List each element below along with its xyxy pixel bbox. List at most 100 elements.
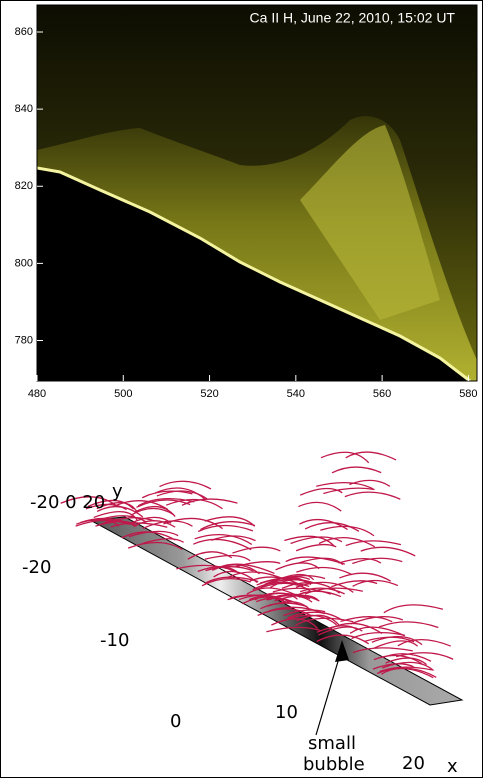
field-line [130,516,172,524]
field-line [373,640,419,649]
field-line [229,594,290,604]
field-line [304,587,363,595]
field-line [154,487,206,500]
field-line [283,609,326,617]
field-line [397,639,451,647]
field-line [320,525,375,537]
arrow-shaft [315,647,343,736]
field-line [271,618,319,629]
field-line [298,501,342,512]
x-tick-label: 540 [287,388,305,400]
field-line [296,614,340,626]
field-line [284,535,335,547]
field-line [181,498,238,506]
field-line [396,652,454,660]
field-line [299,487,343,496]
field-line [299,518,348,531]
field-line [128,530,179,538]
field-line [298,557,344,566]
field-line [204,554,251,562]
caption: Ca II H, June 22, 2010, 15:02 UT [250,10,456,26]
field-line [194,533,253,545]
field-line [379,666,432,673]
y-tick-label: 860 [15,26,33,38]
field-line [293,590,342,598]
arrow-head [335,640,349,662]
field-line [241,596,285,605]
y-axis-ticks: -20 0 20 [30,492,105,513]
field-line [98,515,147,523]
field-line [352,557,403,565]
field-line [352,647,413,654]
model-plot: -20 0 20 y -20 -10 0 10 20 x small bubbl… [22,451,464,777]
field-line [257,608,311,617]
field-line [345,451,397,461]
field-line [113,500,169,511]
photosphere-strip [88,516,464,706]
field-line [382,653,432,662]
field-line [137,497,195,507]
field-line [316,634,370,645]
field-line [371,636,423,646]
field-line [133,520,176,528]
field-line [331,466,382,474]
field-line [205,566,254,572]
field-line [204,516,256,527]
x-tick-label: 520 [200,388,218,400]
field-line [249,592,298,601]
y-axis-label: y [112,481,123,502]
field-line [266,626,322,633]
field-line [344,491,401,500]
field-line [350,616,404,625]
field-line [316,625,358,633]
field-line [187,551,233,560]
field-line [352,579,399,587]
x-tick-label: -20 [22,557,51,578]
field-line [317,626,363,636]
field-line [200,521,256,531]
field-line [385,657,427,666]
field-line [372,663,414,670]
field-line [165,498,223,510]
annotation: small [308,733,356,754]
field-line [318,537,376,548]
field-line [110,522,168,528]
field-line [360,546,416,557]
field-line [252,581,310,591]
y-tick-label: 780 [15,334,33,346]
y-tick-label: 840 [15,103,33,115]
field-line [193,538,252,551]
field-line [260,602,308,610]
field-line [156,490,208,500]
field-line [381,661,434,671]
field-line [320,451,370,464]
field-line [176,564,236,573]
field-line [141,538,184,545]
image-border [36,4,478,382]
y-tick-label: 800 [15,257,33,269]
y-tick-label: 820 [15,180,33,192]
x-tick-label: 580 [459,388,477,400]
solar-image [37,5,477,381]
field-line [134,506,176,517]
field-line [338,557,382,564]
field-line [204,576,259,585]
field-line [127,541,183,551]
field-line [331,580,378,588]
x-tick-label: 560 [373,388,391,400]
field-line [316,482,374,490]
field-line [295,581,354,593]
field-line [130,507,175,516]
x-tick-label: -10 [100,630,129,651]
field-line [87,499,135,510]
x-tick-label: 0 [170,711,181,732]
field-line [96,505,144,518]
field-line [269,579,312,589]
field-line [60,496,116,506]
field-line [299,587,345,595]
field-line [256,577,313,586]
field-line [295,617,354,626]
field-line [287,611,342,621]
field-line [256,582,311,592]
